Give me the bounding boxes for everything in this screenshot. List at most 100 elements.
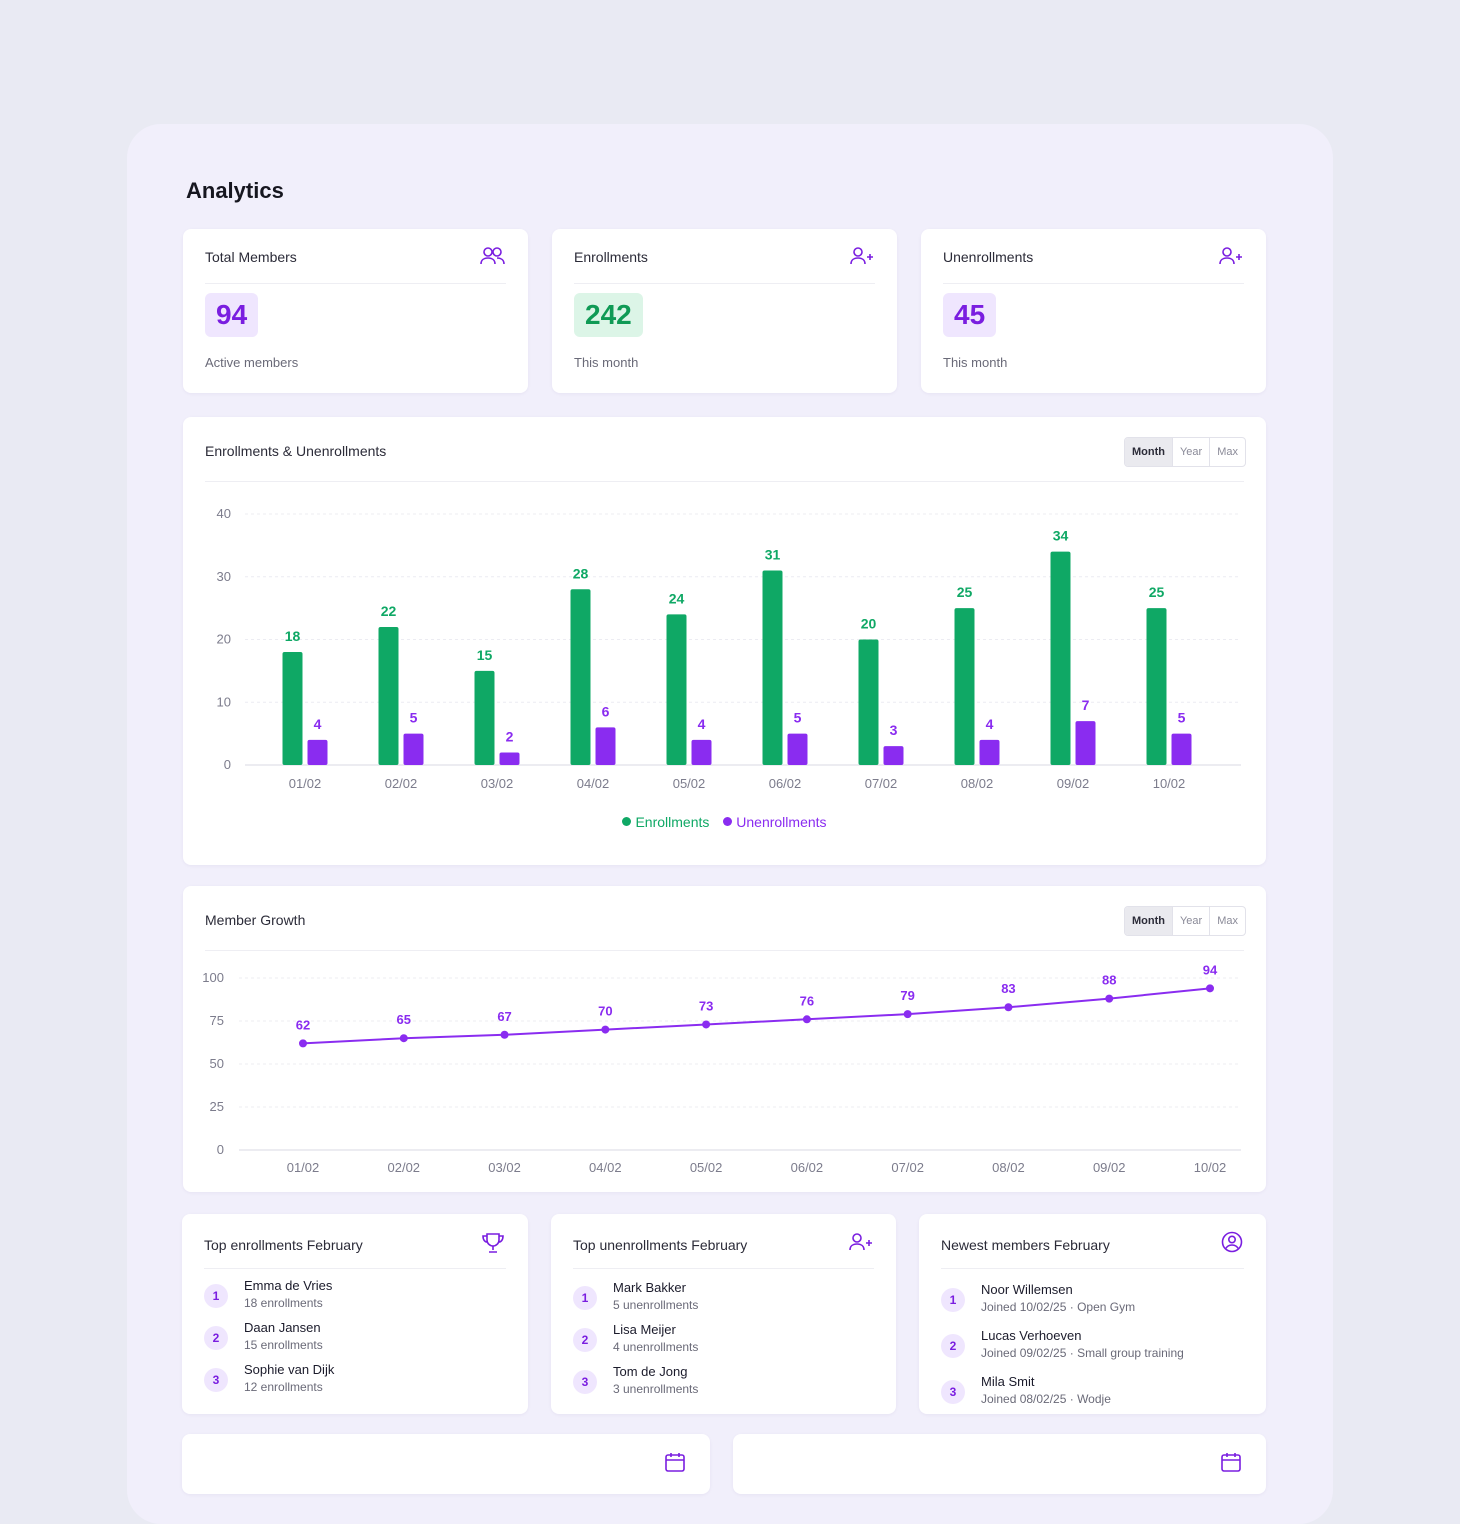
top-enrollments-card: Top enrollments February 1 Emma de Vries… [182,1214,528,1414]
user-plus-icon [850,247,873,265]
member-name: Lisa Meijer [613,1322,676,1337]
rank-badge: 3 [573,1370,597,1394]
x-tick-label: 03/02 [488,1160,521,1175]
x-tick-label: 05/02 [690,1160,723,1175]
range-max-button[interactable]: Max [1209,907,1245,935]
rank-badge: 2 [941,1334,965,1358]
x-tick-label: 01/02 [287,1160,320,1175]
enrollments-bar-chart: 0 10 20 30 40 01/02 18 4 02/02 22 5 03/02 15 2 04/02 28… [217,506,1241,791]
range-year-button[interactable]: Year [1171,907,1209,935]
point-value-label: 70 [598,1004,612,1019]
range-max-button[interactable]: Max [1209,438,1245,466]
y-tick-label: 50 [210,1056,224,1071]
member-detail: 4 unenrollments [613,1340,699,1354]
bar-value-label: 34 [1053,528,1069,544]
rank-badge: 2 [573,1328,597,1352]
card-header: Total Members [205,229,506,284]
rank-badge: 1 [573,1286,597,1310]
x-tick-label: 06/02 [791,1160,824,1175]
legend-label: Unenrollments [736,813,827,830]
stat-card-enrollments: Enrollments 242 This month [552,229,897,393]
card-header: Top unenrollments February [573,1214,874,1269]
growth-line [302,987,1211,1045]
point-value-label: 76 [800,993,814,1008]
growth-point [903,1010,912,1019]
enrollments-bar [282,652,303,765]
unenrollments-bar [787,733,808,765]
stat-value: 94 [205,293,259,337]
list-item[interactable]: 2 Lisa Meijer 4 unenrollments [573,1322,874,1362]
stat-label: Total Members [205,249,297,265]
legend-enrollments[interactable]: Enrollments [622,814,709,830]
range-year-button[interactable]: Year [1171,438,1209,466]
growth-point [399,1034,408,1043]
bar-value-label: 7 [1082,697,1090,713]
calendar-icon [1221,1453,1241,1472]
stat-value: 242 [574,293,643,337]
member-name: Daan Jansen [244,1320,321,1335]
stat-label: Unenrollments [943,249,1034,265]
unenrollments-bar [979,739,1000,765]
unenrollments-bar [1171,733,1192,765]
legend-swatch [622,817,632,826]
stat-value: 45 [943,293,997,337]
enrollments-chart-card: Enrollments & Unenrollments Month Year M… [183,417,1266,865]
bar-value-label: 5 [410,710,418,726]
bar-value-label: 28 [573,565,589,581]
bar-value-label: 5 [794,710,802,726]
y-tick-label: 0 [224,757,231,772]
bar-value-label: 4 [698,716,706,732]
legend-label: Enrollments [635,813,710,830]
y-tick-label: 100 [202,970,224,985]
unenrollments-bar [499,752,520,765]
rank-badge: 2 [204,1326,228,1350]
x-tick-label: 10/02 [1153,776,1186,791]
list-item[interactable]: 3 Tom de Jong 3 unenrollments [573,1364,874,1404]
point-value-label: 65 [397,1012,411,1027]
trophy-icon [482,1233,504,1253]
list-item[interactable]: 1 Noor Willemsen Joined 10/02/25 · Open … [941,1282,1244,1322]
range-toggle: Month Year Max [1124,437,1246,467]
range-month-button[interactable]: Month [1125,907,1172,935]
bar-value-label: 25 [957,584,973,600]
legend-unenrollments[interactable]: Unenrollments [723,813,827,830]
list-item[interactable]: 3 Sophie van Dijk 12 enrollments [204,1362,506,1402]
x-tick-label: 03/02 [481,776,514,791]
card-header: Enrollments [574,229,875,284]
growth-point [1004,1003,1013,1012]
unenrollments-bar [1075,721,1096,765]
enrollments-bar [666,614,687,765]
chart-legend: Enrollments Unenrollments [183,813,1266,830]
list-item[interactable]: 1 Mark Bakker 5 unenrollments [573,1280,874,1320]
enrollments-bar [762,570,783,765]
member-detail: 12 enrollments [244,1380,323,1394]
stat-caption: This month [574,355,639,370]
bar-value-label: 20 [861,616,877,632]
y-tick-label: 30 [217,569,231,584]
list-title: Newest members February [941,1237,1110,1253]
member-detail: 5 unenrollments [613,1298,699,1312]
stat-card-unenrollments: Unenrollments 45 This month [921,229,1266,393]
enrollments-bar [474,670,495,765]
x-tick-label: 04/02 [589,1160,622,1175]
point-value-label: 62 [296,1017,310,1032]
member-name: Lucas Verhoeven [981,1328,1082,1343]
range-month-button[interactable]: Month [1125,438,1172,466]
y-tick-label: 0 [217,1142,224,1157]
additional-card-right [733,1434,1266,1494]
list-item[interactable]: 2 Daan Jansen 15 enrollments [204,1320,506,1360]
point-value-label: 83 [1001,981,1015,996]
list-item[interactable]: 2 Lucas Verhoeven Joined 09/02/25 · Smal… [941,1328,1244,1368]
bar-value-label: 18 [285,628,301,644]
enrollments-bar [858,639,879,765]
y-tick-label: 25 [210,1099,224,1114]
y-tick-label: 75 [210,1013,224,1028]
rank-badge: 1 [941,1288,965,1312]
list-item[interactable]: 3 Mila Smit Joined 08/02/25 · Wodje [941,1374,1244,1414]
enrollments-bar [1050,551,1071,765]
bar-value-label: 5 [1178,710,1186,726]
enrollments-bar [378,626,399,765]
x-tick-label: 08/02 [961,776,994,791]
list-item[interactable]: 1 Emma de Vries 18 enrollments [204,1278,506,1318]
member-detail: Joined 10/02/25 · Open Gym [981,1300,1136,1314]
